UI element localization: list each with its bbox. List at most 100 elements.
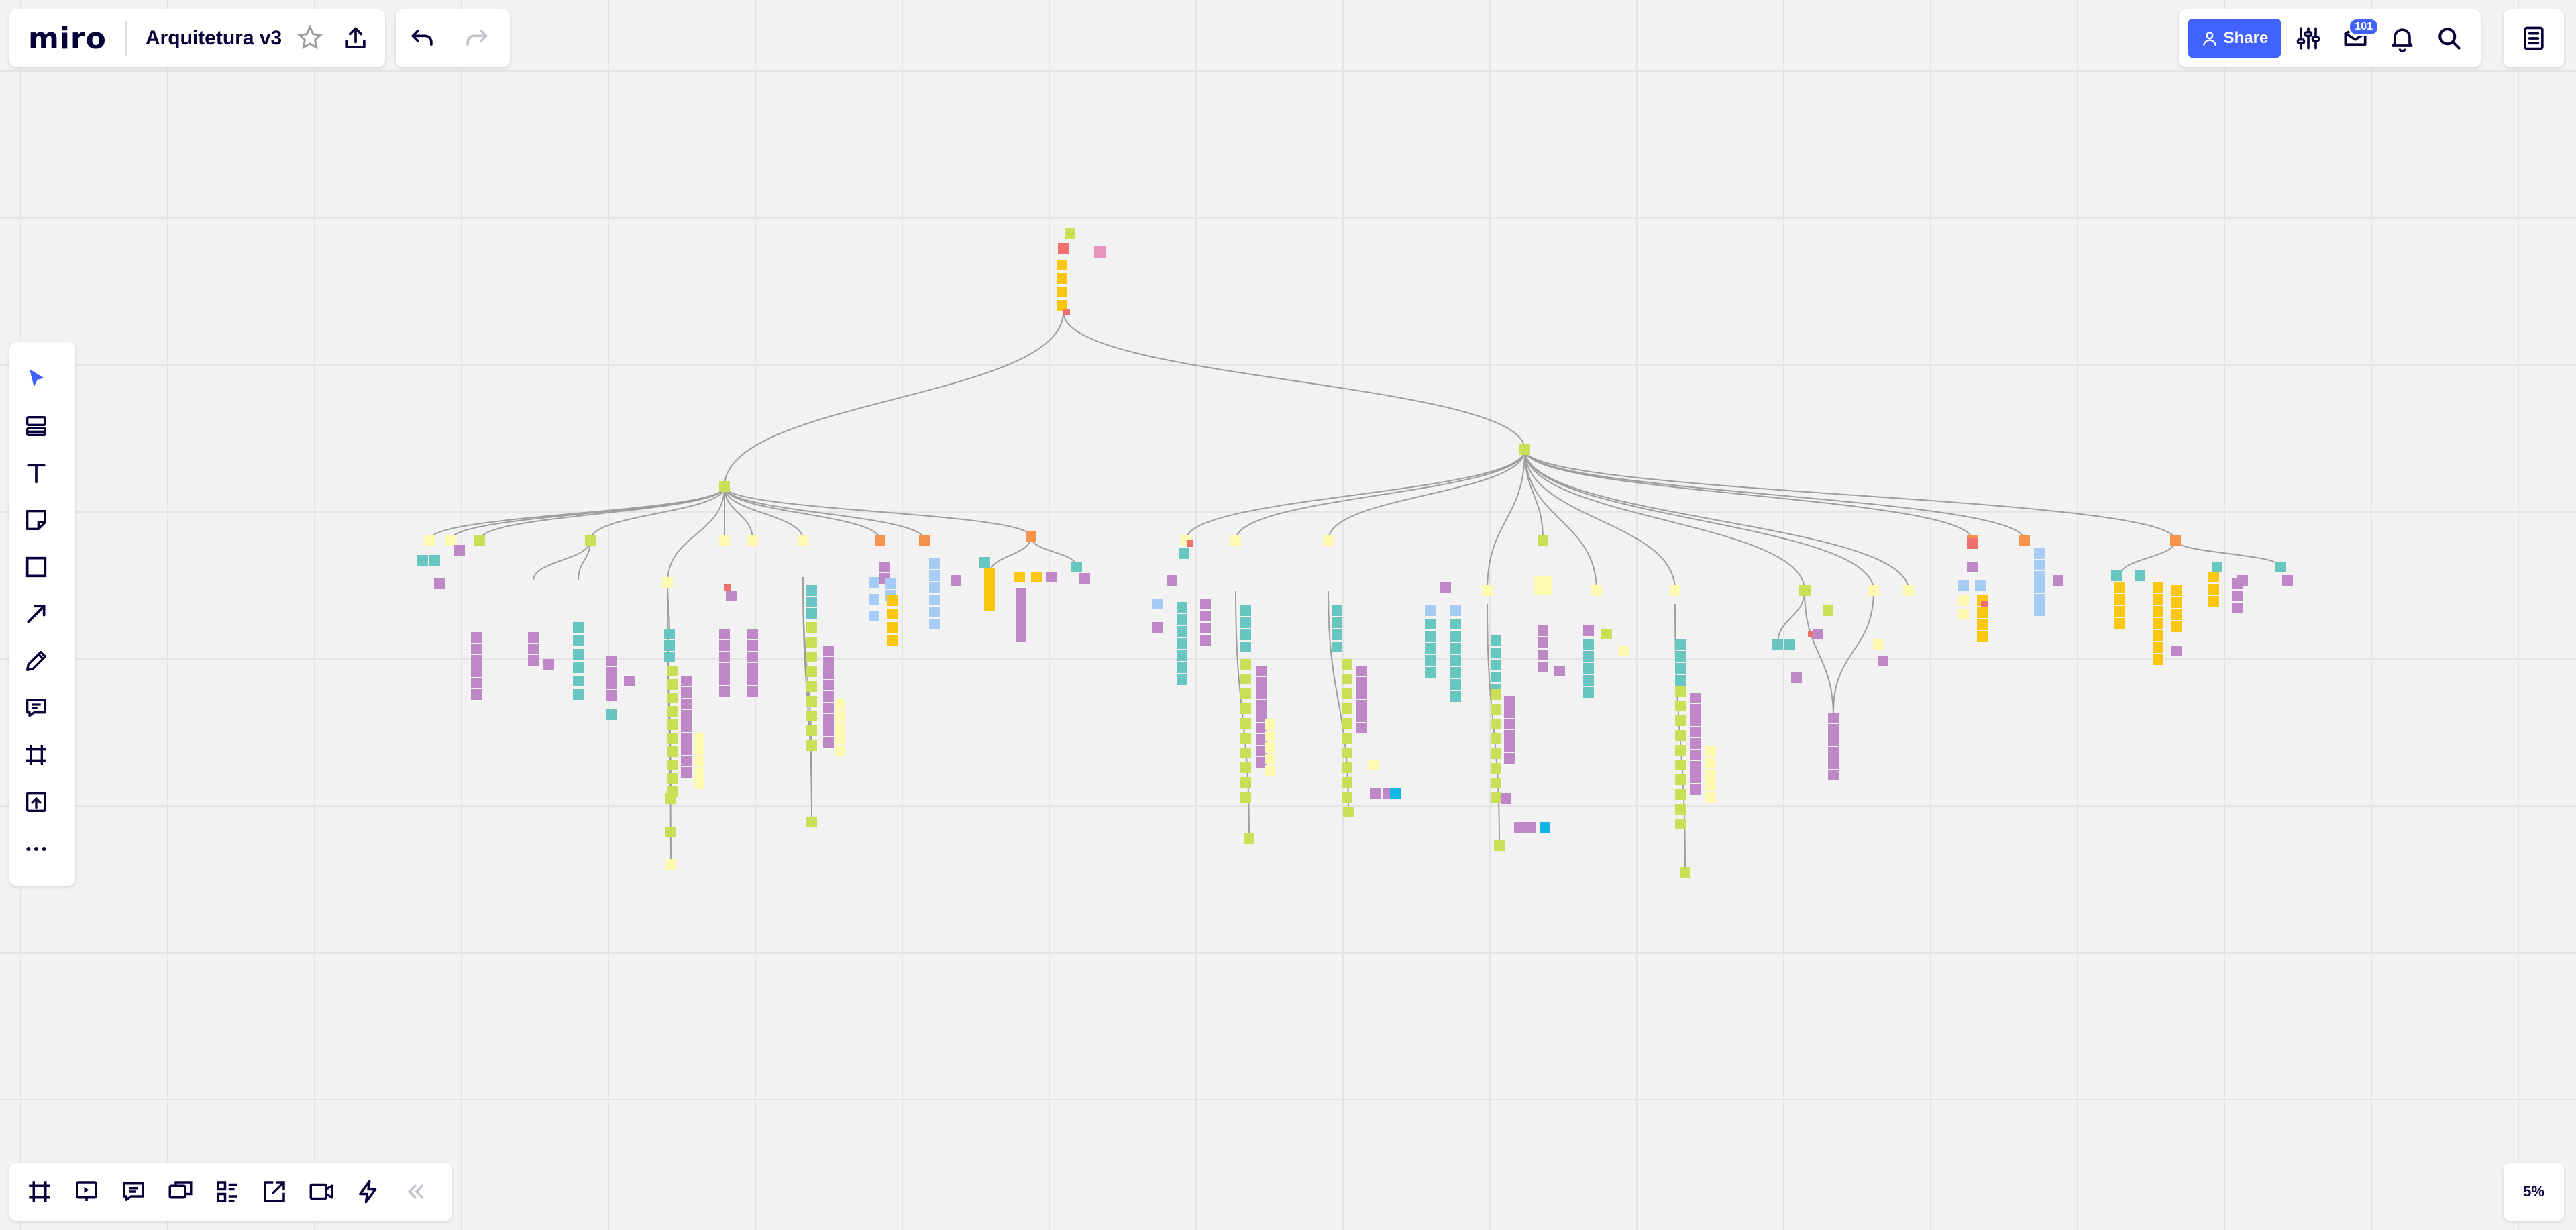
sticky-note[interactable] xyxy=(1491,635,1501,646)
sticky-note[interactable] xyxy=(1200,635,1211,646)
sticky-note[interactable] xyxy=(1256,666,1267,676)
sticky-note[interactable] xyxy=(2034,605,2045,616)
sticky-note[interactable] xyxy=(798,535,808,546)
sticky-note[interactable] xyxy=(929,582,940,593)
sticky-note[interactable] xyxy=(1690,784,1701,795)
sticky-note[interactable] xyxy=(667,746,678,757)
sticky-note[interactable] xyxy=(681,710,692,721)
sticky-note[interactable] xyxy=(719,674,730,685)
sticky-note[interactable] xyxy=(1675,686,1686,697)
sticky-note[interactable] xyxy=(417,555,428,566)
sticky-note[interactable] xyxy=(747,652,758,662)
sticky-note[interactable] xyxy=(573,649,584,660)
connector[interactable] xyxy=(2119,540,2176,576)
sticky-note[interactable] xyxy=(1583,625,1594,636)
sticky-note[interactable] xyxy=(664,640,675,651)
frame-icon[interactable] xyxy=(9,731,63,778)
sticky-note[interactable] xyxy=(445,535,456,546)
sticky-note[interactable] xyxy=(1265,731,1275,741)
sticky-note[interactable] xyxy=(694,778,704,789)
sticky-note[interactable] xyxy=(1390,788,1401,799)
connector[interactable] xyxy=(1487,449,1525,591)
sticky-note[interactable] xyxy=(835,722,845,733)
sticky-note[interactable] xyxy=(1504,719,1515,729)
present-icon[interactable] xyxy=(63,1165,110,1219)
sticky-note[interactable] xyxy=(2153,582,2163,593)
sticky-note[interactable] xyxy=(1828,713,1839,723)
sticky-note[interactable] xyxy=(1534,576,1552,595)
sticky-note[interactable] xyxy=(929,595,940,605)
sticky-note[interactable] xyxy=(1342,748,1352,758)
sticky-note[interactable] xyxy=(1342,718,1352,729)
connector[interactable] xyxy=(724,486,1032,537)
sticky-note[interactable] xyxy=(1868,585,1879,596)
connector[interactable] xyxy=(1524,449,1909,591)
connector[interactable] xyxy=(1524,449,2176,541)
sticky-note[interactable] xyxy=(719,663,730,674)
sticky-note[interactable] xyxy=(667,760,678,770)
sticky-note[interactable] xyxy=(1538,625,1548,636)
sticky-note[interactable] xyxy=(2153,654,2163,665)
sticky-note[interactable] xyxy=(1256,711,1267,722)
sticky-note[interactable] xyxy=(719,686,730,697)
sticky-note[interactable] xyxy=(1705,746,1716,757)
sticky-note[interactable] xyxy=(984,568,995,579)
sticky-note[interactable] xyxy=(1675,675,1686,686)
sticky-note[interactable] xyxy=(1540,822,1550,833)
sticky-note[interactable] xyxy=(1675,774,1686,785)
sticky-note[interactable] xyxy=(1491,733,1501,744)
sticky-note[interactable] xyxy=(984,590,995,601)
sticky-note[interactable] xyxy=(1690,693,1701,703)
sticky-note[interactable] xyxy=(1450,655,1461,666)
sticky-note[interactable] xyxy=(951,575,961,586)
sticky-note[interactable] xyxy=(1256,723,1267,733)
sticky-note[interactable] xyxy=(1690,750,1701,760)
sticky-note[interactable] xyxy=(1370,788,1381,799)
sticky-note[interactable] xyxy=(2034,571,2045,582)
sticky-note[interactable] xyxy=(1031,572,1042,582)
sticky-note[interactable] xyxy=(1094,246,1106,258)
sticky-note[interactable] xyxy=(1200,611,1211,621)
sticky-note[interactable] xyxy=(719,652,730,662)
sticky-note[interactable] xyxy=(1026,531,1036,542)
sticky-note[interactable] xyxy=(1332,605,1342,616)
video-icon[interactable] xyxy=(298,1165,345,1219)
sticky-note[interactable] xyxy=(1491,704,1501,715)
sticky-note[interactable] xyxy=(1177,662,1187,673)
sticky-note[interactable] xyxy=(1240,605,1251,616)
sticky-note[interactable] xyxy=(2171,621,2182,632)
sticky-note[interactable] xyxy=(869,577,879,588)
sticky-note[interactable] xyxy=(1878,656,1888,666)
connector[interactable] xyxy=(724,311,1064,487)
sticky-note[interactable] xyxy=(2170,535,2181,546)
sticky-note[interactable] xyxy=(1057,287,1067,297)
sticky-note[interactable] xyxy=(747,674,758,685)
sticky-note[interactable] xyxy=(624,676,635,686)
sticky-note[interactable] xyxy=(1240,617,1251,628)
connector[interactable] xyxy=(450,486,725,541)
sticky-note[interactable] xyxy=(1356,700,1367,711)
sticky-note[interactable] xyxy=(667,773,678,784)
sticky-note[interactable] xyxy=(1670,585,1680,596)
sticky-note[interactable] xyxy=(1071,562,1082,572)
sticky-note[interactable] xyxy=(1491,763,1501,774)
sticky-note[interactable] xyxy=(1240,629,1251,640)
sticky-note[interactable] xyxy=(2034,582,2045,593)
sticky-note[interactable] xyxy=(471,632,482,643)
sticky-note[interactable] xyxy=(929,619,940,629)
sticky-note[interactable] xyxy=(1356,677,1367,688)
sticky-note[interactable] xyxy=(1057,260,1067,270)
connector[interactable] xyxy=(1524,449,1874,591)
sticky-note[interactable] xyxy=(1450,679,1461,690)
connector[interactable] xyxy=(1524,449,1676,591)
sticky-note[interactable] xyxy=(823,657,834,668)
sticky-note[interactable] xyxy=(1958,595,1969,606)
sticky-note[interactable] xyxy=(1450,691,1461,702)
bell-icon[interactable] xyxy=(2379,11,2426,65)
sticky-note[interactable] xyxy=(667,706,678,717)
search-icon[interactable] xyxy=(2426,11,2473,65)
sticky-note[interactable] xyxy=(806,696,817,707)
sticky-note[interactable] xyxy=(1675,715,1686,726)
sticky-note[interactable] xyxy=(747,640,758,651)
sticky-note[interactable] xyxy=(1977,619,1988,630)
